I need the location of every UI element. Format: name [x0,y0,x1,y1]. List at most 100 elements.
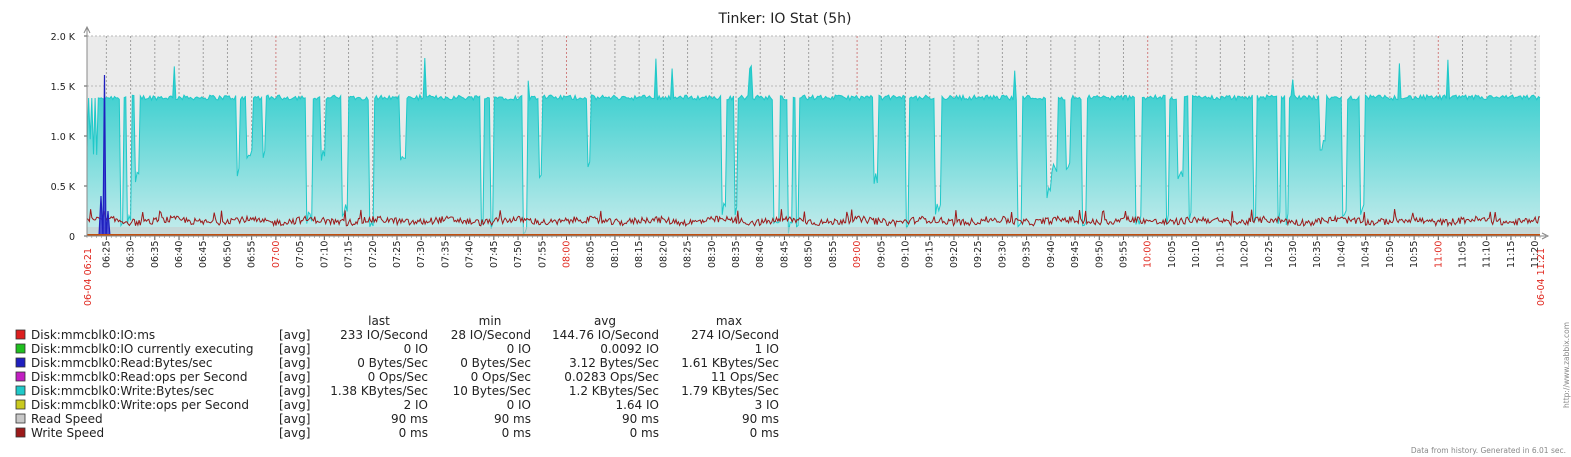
x-tick-label: 06:35 [150,241,161,268]
x-tick-label: 10:35 [1312,241,1323,268]
legend-value-max: 1 IO [755,342,779,356]
legend-value-min: 28 IO/Second [451,328,531,342]
legend-value-max: 90 ms [742,412,779,426]
legend-value-avg: 0.0283 Ops/Sec [564,370,659,384]
x-tick-label: 07:00 [271,241,282,268]
x-tick-label: 07:35 [440,241,451,268]
x-tick-label: 09:15 [925,241,936,268]
x-tick-label: 07:55 [537,241,548,268]
x-start-label: 06-04 06:21 [83,248,94,306]
series-read-bytes-spike [98,74,111,237]
legend-series-name: Disk:mmcblk0:Write:Bytes/sec [31,384,214,398]
legend-series-func: [avg] [279,426,310,440]
x-tick-label: 10:20 [1240,241,1251,268]
legend-header: avg [594,314,616,328]
legend-series-func: [avg] [279,384,310,398]
x-tick-label: 08:15 [634,241,645,268]
legend-series-name: Read Speed [31,412,103,426]
x-tick-label: 10:15 [1215,241,1226,268]
x-tick-label: 09:40 [1046,241,1057,268]
x-tick-label: 07:45 [489,241,500,268]
x-tick-label: 10:45 [1361,241,1372,268]
legend-value-last: 0 Ops/Sec [368,370,428,384]
legend-value-max: 11 Ops/Sec [711,370,779,384]
x-tick-label: 11:20 [1530,241,1541,268]
x-tick-label: 11:10 [1482,241,1493,268]
legend-series-func: [avg] [279,328,310,342]
x-tick-label: 08:40 [755,241,766,268]
legend-value-max: 1.79 KBytes/Sec [681,384,779,398]
legend-value-avg: 0 ms [630,426,659,440]
x-tick-label: 06:50 [222,241,233,268]
legend-swatch [15,343,26,354]
y-tick-label: 0 [69,232,75,243]
legend-swatch [15,385,26,396]
legend-value-avg: 90 ms [622,412,659,426]
y-tick-label: 0.5 K [51,182,76,193]
x-tick-label: 09:55 [1118,241,1129,268]
legend-series-name: Disk:mmcblk0:IO:ms [31,328,155,342]
footer-note: Data from history. Generated in 6.01 sec… [1411,446,1566,455]
x-tick-label: 08:30 [707,241,718,268]
x-tick-label: 08:55 [828,241,839,268]
x-tick-label: 09:25 [973,241,984,268]
legend: last min avg max Disk:mmcblk0:IO:ms [avg] 233 … [15,314,779,440]
legend-value-avg: 144.76 IO/Second [552,328,659,342]
series-write-bytes-area [87,58,1540,236]
series-write-bytes-line [86,57,1541,235]
legend-series-name: Disk:mmcblk0:Write:ops per Second [31,398,249,412]
series-read-speed-area [87,227,1540,236]
series-layer [86,57,1541,237]
x-tick-label: 09:45 [1070,241,1081,268]
x-tick-label: 11:00 [1433,241,1444,268]
legend-header: min [479,314,502,328]
legend-series-name: Disk:mmcblk0:Read:Bytes/sec [31,356,213,370]
legend-value-last: 233 IO/Second [340,328,428,342]
y-tick-label: 1.0 K [51,132,76,143]
legend-value-max: 0 ms [750,426,779,440]
legend-swatch [15,329,26,340]
legend-swatch [15,371,26,382]
legend-value-min: 0 Ops/Sec [471,370,531,384]
x-tick-label: 11:15 [1506,241,1517,268]
x-tick-label: 06:55 [247,241,258,268]
legend-value-avg: 1.64 IO [615,398,659,412]
y-tick-label: 1.5 K [51,82,76,93]
legend-swatch [15,427,26,438]
x-tick-label: 08:25 [683,241,694,268]
legend-value-max: 274 IO/Second [691,328,779,342]
legend-series-func: [avg] [279,356,310,370]
legend-swatch [15,413,26,424]
legend-value-max: 3 IO [755,398,779,412]
x-tick-label: 06:45 [198,241,209,268]
x-tick-label: 10:55 [1409,241,1420,268]
x-tick-label: 08:45 [779,241,790,268]
x-tick-label: 07:10 [319,241,330,268]
x-tick-label: 09:00 [852,241,863,268]
legend-value-min: 10 Bytes/Sec [453,384,531,398]
x-tick-label: 06:40 [174,241,185,268]
x-tick-label: 06:30 [126,241,137,268]
x-tick-label: 08:05 [586,241,597,268]
legend-header: max [716,314,742,328]
x-tick-label: 09:30 [997,241,1008,268]
x-tick-label: 08:35 [731,241,742,268]
legend-series-name: Disk:mmcblk0:Read:ops per Second [31,370,248,384]
x-tick-label: 08:10 [610,241,621,268]
legend-value-avg: 0.0092 IO [600,342,659,356]
legend-series-func: [avg] [279,398,310,412]
x-tick-label: 06:25 [101,241,112,268]
legend-value-min: 90 ms [494,412,531,426]
x-tick-label: 08:20 [658,241,669,268]
legend-swatch [15,399,26,410]
legend-value-min: 0 Bytes/Sec [460,356,531,370]
x-tick-label: 09:50 [1094,241,1105,268]
x-tick-label: 10:40 [1336,241,1347,268]
legend-value-last: 0 Bytes/Sec [357,356,428,370]
x-tick-label: 10:30 [1288,241,1299,268]
legend-series-name: Write Speed [31,426,104,440]
chart-title: Tinker: IO Stat (5h) [718,11,852,27]
x-axis-arrow [1541,232,1550,240]
x-tick-label: 07:20 [368,241,379,268]
